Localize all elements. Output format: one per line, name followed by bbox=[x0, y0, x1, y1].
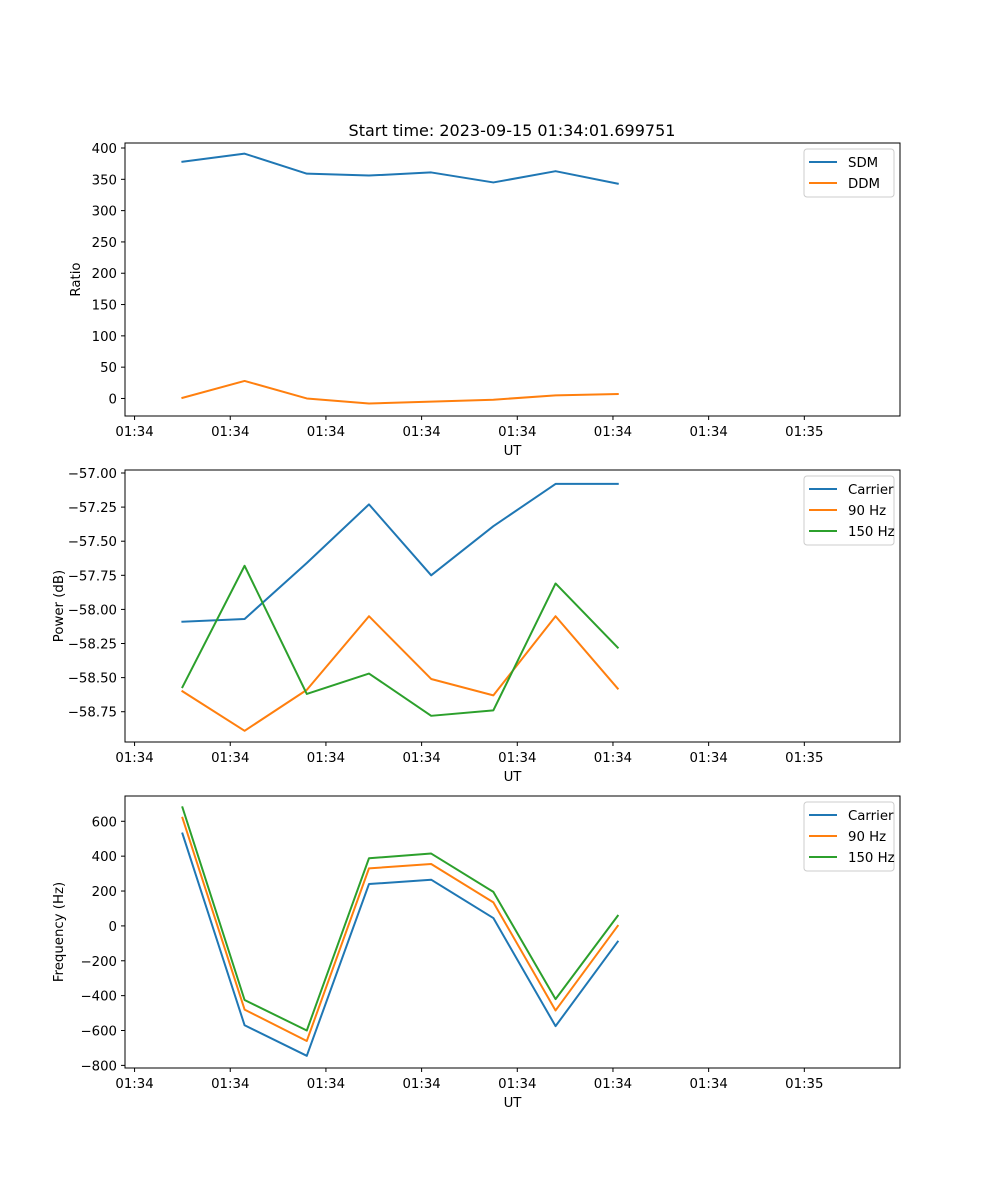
x-tick-label: 01:34 bbox=[307, 751, 345, 766]
y-tick-label: 350 bbox=[92, 173, 117, 188]
x-tick-label: 01:34 bbox=[689, 751, 727, 766]
series-line-150-hz bbox=[181, 564, 620, 717]
x-axis-label: UT bbox=[504, 444, 523, 459]
y-tick-label: 100 bbox=[92, 330, 117, 345]
y-tick-label: 50 bbox=[100, 361, 117, 376]
x-tick-label: 01:34 bbox=[402, 425, 440, 440]
x-tick-label: 01:35 bbox=[785, 1077, 823, 1092]
y-axis-label: Frequency (Hz) bbox=[52, 882, 67, 982]
y-tick-label: −58.75 bbox=[68, 706, 117, 721]
legend: Carrier 90 Hz 150 Hz bbox=[803, 801, 895, 872]
y-tick-label: 200 bbox=[92, 885, 117, 900]
x-tick-label: 01:35 bbox=[785, 425, 823, 440]
series-line-150-hz bbox=[181, 806, 620, 1032]
legend-frame bbox=[803, 475, 895, 546]
x-axis-label: UT bbox=[504, 770, 523, 785]
x-tick-label: 01:34 bbox=[689, 425, 727, 440]
y-tick-label: −57.25 bbox=[68, 501, 117, 516]
y-tick-label: 250 bbox=[92, 236, 117, 251]
y-tick-label: −57.00 bbox=[68, 467, 117, 482]
y-tick-label: 0 bbox=[109, 920, 117, 935]
y-tick-label: −200 bbox=[80, 955, 117, 970]
y-tick-label: −57.50 bbox=[68, 535, 117, 550]
series-line-sdm bbox=[181, 152, 619, 185]
x-tick-label: 01:34 bbox=[594, 425, 632, 440]
x-tick-label: 01:34 bbox=[115, 1077, 153, 1092]
axes-frame bbox=[124, 142, 901, 417]
y-tick-label: 600 bbox=[92, 815, 117, 830]
y-tick-label: 200 bbox=[92, 267, 117, 282]
x-tick-label: 01:34 bbox=[594, 751, 632, 766]
legend-label: Carrier bbox=[848, 809, 894, 824]
legend-label: Carrier bbox=[848, 483, 894, 498]
panel-3: 01:34 01:34 01:34 01:34 01:34 01:34 01:34 01:35… bbox=[52, 795, 901, 1111]
x-tick-label: 01:34 bbox=[402, 1077, 440, 1092]
y-tick-label: −58.00 bbox=[68, 603, 117, 618]
y-tick-label: 300 bbox=[92, 205, 117, 220]
x-tick-label: 01:34 bbox=[307, 425, 345, 440]
y-tick-label: −400 bbox=[80, 990, 117, 1005]
axes-frame bbox=[124, 469, 901, 743]
y-tick-label: 0 bbox=[109, 392, 117, 407]
legend-label: 90 Hz bbox=[848, 830, 886, 845]
y-tick-label: −57.75 bbox=[68, 569, 117, 584]
x-tick-label: 01:34 bbox=[402, 751, 440, 766]
legend-frame bbox=[803, 801, 895, 872]
legend-label: DDM bbox=[848, 177, 880, 192]
x-axis-label: UT bbox=[504, 1096, 523, 1111]
axes-frame bbox=[124, 795, 901, 1069]
x-tick-label: 01:34 bbox=[498, 1077, 536, 1092]
y-tick-label: 150 bbox=[92, 299, 117, 314]
y-tick-label: −58.25 bbox=[68, 638, 117, 653]
legend-label: SDM bbox=[848, 156, 878, 171]
x-tick-label: 01:34 bbox=[211, 425, 249, 440]
y-tick-label: −800 bbox=[80, 1059, 117, 1074]
x-tick-label: 01:34 bbox=[498, 425, 536, 440]
x-tick-label: 01:34 bbox=[115, 425, 153, 440]
y-tick-label: −600 bbox=[80, 1025, 117, 1040]
legend: SDM DDM bbox=[803, 148, 895, 198]
legend-label: 150 Hz bbox=[848, 525, 895, 540]
series-line-carrier bbox=[181, 482, 619, 623]
y-tick-label: 400 bbox=[92, 850, 117, 865]
series-line-90-hz bbox=[181, 816, 620, 1042]
y-tick-label: 400 bbox=[92, 142, 117, 157]
series-line-ddm bbox=[181, 379, 619, 405]
x-tick-label: 01:34 bbox=[594, 1077, 632, 1092]
legend-label: 150 Hz bbox=[848, 851, 895, 866]
legend-label: 90 Hz bbox=[848, 504, 886, 519]
x-tick-label: 01:35 bbox=[785, 751, 823, 766]
series-line-90-hz bbox=[181, 615, 620, 732]
figure-title: Start time: 2023-09-15 01:34:01.699751 bbox=[349, 121, 676, 140]
series-line-carrier bbox=[181, 832, 620, 1057]
y-axis-label: Ratio bbox=[69, 262, 84, 296]
x-tick-label: 01:34 bbox=[307, 1077, 345, 1092]
x-tick-label: 01:34 bbox=[211, 751, 249, 766]
panel-2: 01:34 01:34 01:34 01:34 01:34 01:34 01:34 01:35… bbox=[52, 467, 901, 785]
x-tick-label: 01:34 bbox=[115, 751, 153, 766]
panel-1: 01:34 01:34 01:34 01:34 01:34 01:34 01:34 01:35… bbox=[69, 142, 901, 459]
y-tick-label: −58.50 bbox=[68, 672, 117, 687]
x-tick-label: 01:34 bbox=[689, 1077, 727, 1092]
x-tick-label: 01:34 bbox=[211, 1077, 249, 1092]
panels: 01:34 01:34 01:34 01:34 01:34 01:34 01:34 01:35… bbox=[52, 142, 901, 1111]
legend: Carrier 90 Hz 150 Hz bbox=[803, 475, 895, 546]
y-axis-label: Power (dB) bbox=[52, 570, 67, 642]
x-tick-label: 01:34 bbox=[498, 751, 536, 766]
